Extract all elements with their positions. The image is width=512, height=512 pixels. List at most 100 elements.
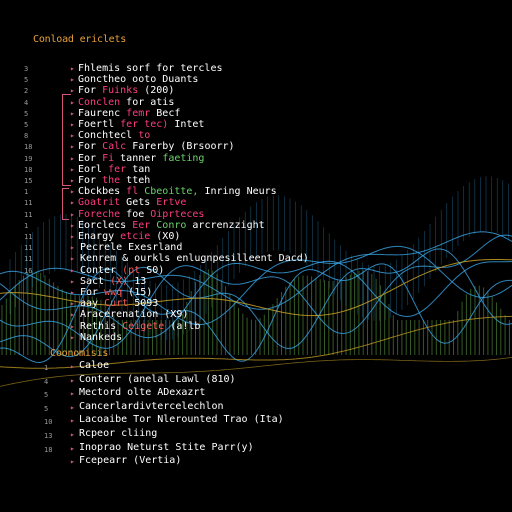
code-token: Aracerenation (X9) — [80, 309, 189, 321]
bullet-marker-icon: ▸ — [70, 209, 75, 219]
code-line: Sact (X) 13 — [80, 276, 146, 288]
code-token: Eorl — [78, 163, 109, 175]
line-number: 5 — [44, 391, 49, 400]
blue-wave-0 — [0, 231, 512, 310]
line-number: 1 — [24, 188, 29, 197]
code-token: Enargy — [78, 231, 121, 242]
gold-wave-2 — [0, 315, 512, 369]
code-token: wwq — [104, 287, 123, 298]
gold-wave-3 — [0, 357, 512, 387]
line-number: 8 — [24, 132, 29, 141]
line-number: 11 — [24, 233, 33, 241]
code-token: Cbeoitte, — [144, 186, 199, 198]
bullet-marker-icon: ▸ — [70, 75, 75, 85]
code-token: Conchtecl — [78, 130, 139, 142]
code-line: Kenrem & ourkls enlugnpesilleent Dacd) — [80, 253, 309, 265]
bullet-marker-icon: ▸ — [70, 457, 75, 467]
bullet-marker-icon: ▸ — [70, 142, 75, 152]
code-token: Pecrele Exesrland — [80, 242, 183, 254]
code-token: Eor — [78, 152, 103, 164]
bullet-marker-icon: ▸ — [70, 389, 75, 399]
bullet-marker-icon: ▸ — [70, 443, 75, 453]
scope-bracket-1 — [62, 94, 71, 186]
code-line: Rethis Ceigete (a!lb — [80, 321, 200, 333]
line-number: 18 — [44, 445, 53, 454]
code-line: Foertl fer tec) Intet — [78, 119, 204, 131]
line-number: 2 — [24, 87, 29, 96]
code-token: Eer — [132, 219, 157, 231]
code-line: Pecrele Exesrland — [80, 242, 182, 254]
line-number: 11 — [24, 199, 33, 208]
code-token: Calc — [102, 141, 127, 153]
bullet-marker-icon: ▸ — [70, 232, 75, 241]
code-token: Curt — [104, 298, 129, 310]
code-token: 13 — [128, 275, 147, 287]
blue-wave-4 — [0, 248, 512, 358]
bullet-marker-icon: ▸ — [70, 164, 75, 174]
code-token: (X0) — [150, 231, 181, 242]
scope-bracket-2 — [62, 188, 69, 220]
code-token: arcrenzzight — [186, 219, 265, 231]
code-line: For Calc Farerby (Brsoorr) — [78, 141, 235, 153]
code-token: Eorclecs — [78, 219, 133, 231]
bullet-marker-icon: ▸ — [70, 176, 75, 185]
code-token: the — [102, 175, 121, 186]
code-token: S0) — [146, 264, 165, 276]
line-number: 3 — [24, 65, 29, 73]
bullet-marker-icon: ▸ — [70, 131, 75, 141]
code-token: fl — [126, 186, 139, 198]
code-line: For the tteh — [78, 175, 150, 187]
code-token: Faurenc — [78, 107, 127, 119]
line-number: 4 — [24, 98, 29, 107]
line-number: 5 — [24, 109, 29, 118]
code-token: Fuinks — [102, 85, 139, 97]
code-line: Fcepearr (Vertia) — [79, 455, 182, 467]
code-token: Kenrem & ourkls enlugnpesilleent Dacd) — [80, 253, 309, 265]
code-token: Fhlemis sorf for tercles — [78, 63, 223, 74]
line-number: 5 — [24, 121, 29, 129]
code-token: aay — [80, 298, 105, 310]
bullet-marker-icon: ▸ — [70, 362, 75, 371]
bullet-marker-icon: ▸ — [70, 299, 75, 309]
code-line: Lacoaibe Tor Nlerounted Trao (Ita) — [79, 414, 284, 426]
code-line: For Fuinks (200) — [78, 85, 174, 97]
code-line: Inoprao Neturst Stite Parr(y) — [79, 441, 254, 453]
code-token: Nankeds — [80, 331, 123, 343]
code-token: Ertve — [156, 197, 187, 209]
blue-wave-5 — [0, 263, 512, 364]
line-number: 11 — [24, 210, 33, 219]
code-token: faeting — [162, 152, 205, 164]
bullet-marker-icon: ▸ — [70, 97, 75, 107]
code-line: Fhlemis sorf for tercles — [78, 63, 223, 75]
code-token: Fi — [102, 152, 115, 164]
bullet-marker-icon: ▸ — [70, 86, 75, 96]
code-line: Faurenc femr Becf — [78, 108, 180, 120]
line-number: 18 — [24, 143, 33, 152]
code-line: Goatrit Gets Ertve — [78, 197, 186, 209]
line-number: 15 — [24, 177, 33, 185]
code-token: (X) — [110, 275, 129, 287]
bullet-marker-icon: ▸ — [70, 375, 75, 385]
code-token: Cbckbes — [78, 186, 127, 198]
line-number: 4 — [44, 377, 49, 386]
code-line: Conter (pt S0) — [80, 265, 164, 277]
code-token: For — [78, 141, 103, 153]
code-line: Eorl fer tan — [78, 164, 150, 176]
code-token: to — [138, 130, 151, 142]
code-line: Rcpeor cliing — [79, 428, 158, 439]
code-line: Conterr (anelal Lawl (810) — [79, 373, 236, 385]
bullet-marker-icon: ▸ — [70, 64, 75, 73]
code-token: etcie — [120, 231, 151, 242]
line-number: 13 — [44, 432, 53, 440]
code-line: Nankeds — [80, 332, 122, 344]
code-token: Gonctheo ooto Duants — [78, 74, 199, 86]
bullet-marker-icon: ▸ — [70, 120, 75, 129]
code-token: Conclen — [78, 96, 127, 108]
code-token: Rethis — [80, 320, 123, 332]
code-line: Mectord olte ADexazrt — [79, 387, 206, 399]
code-token: fer — [108, 163, 127, 175]
line-number: 18 — [24, 165, 33, 174]
code-line: For wwq (15) — [80, 287, 152, 299]
code-line: Cancerlardivtercelechlon — [79, 400, 224, 412]
code-token: Gets — [126, 197, 157, 209]
